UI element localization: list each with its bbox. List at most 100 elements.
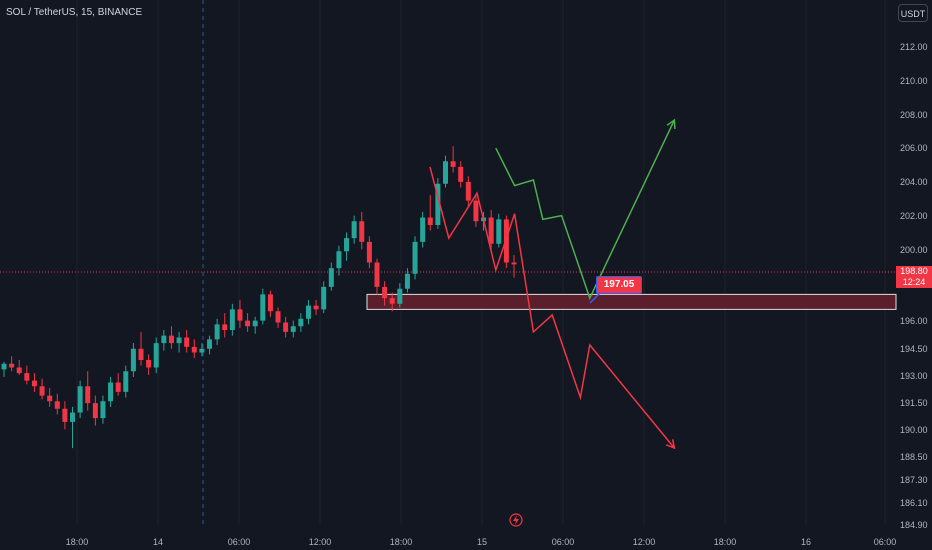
callout-pointer <box>589 292 601 304</box>
candle-body <box>161 335 167 344</box>
bearish-projection-arrow[interactable] <box>429 166 675 449</box>
y-tick: 208.00 <box>900 110 928 120</box>
x-tick: 16 <box>800 537 812 547</box>
candle-body <box>176 337 182 344</box>
bar-countdown: 12:24 <box>902 277 926 287</box>
candle-body <box>77 386 83 413</box>
candle-body <box>397 288 403 304</box>
candle-body <box>283 322 289 332</box>
support-zone[interactable] <box>366 293 897 310</box>
candle-body <box>184 337 190 347</box>
candle-body <box>435 183 441 225</box>
candle-body <box>374 262 380 287</box>
replay-icon[interactable] <box>509 513 523 527</box>
bearish-arrowhead <box>665 439 676 450</box>
candle-body <box>458 166 464 182</box>
candle-body <box>138 348 144 360</box>
candles <box>1 146 517 449</box>
candle-body <box>267 294 273 312</box>
candle-body <box>9 363 15 368</box>
candle-body <box>24 373 30 381</box>
candle-body <box>290 326 296 332</box>
candle-body <box>92 403 98 419</box>
candle-body <box>427 217 433 225</box>
x-tick: 06:00 <box>227 537 251 547</box>
candle-body <box>412 241 418 274</box>
candle-body <box>511 262 517 265</box>
candle-body <box>229 309 235 330</box>
candle-body <box>328 268 334 287</box>
candle-body <box>389 298 395 304</box>
y-tick: 194.50 <box>900 344 928 354</box>
candle-body <box>146 360 152 368</box>
candle-body <box>298 318 304 327</box>
candle-body <box>382 286 388 299</box>
symbol-title[interactable]: SOL / TetherUS, 15, BINANCE <box>6 7 143 18</box>
candle-body <box>31 380 37 387</box>
candle-body <box>108 382 114 402</box>
bullish-projection-arrow[interactable] <box>495 119 676 301</box>
x-tick: 12:00 <box>632 537 656 547</box>
y-tick: 187.30 <box>900 475 928 485</box>
candle-body <box>305 305 311 319</box>
candle-body <box>16 367 22 374</box>
price-callout[interactable]: 197.05 <box>596 276 642 294</box>
y-tick: 204.00 <box>900 177 928 187</box>
candle-body <box>450 161 456 167</box>
candle-body <box>366 241 372 263</box>
last-price-value: 198.80 <box>900 266 928 276</box>
candle-body <box>39 386 45 396</box>
y-tick: 202.00 <box>900 211 928 221</box>
y-tick: 188.50 <box>900 452 928 462</box>
x-tick: 14 <box>152 537 164 547</box>
candle-body <box>496 219 502 244</box>
candle-body <box>344 238 350 252</box>
x-tick: 06:00 <box>551 537 575 547</box>
candle-body <box>207 339 213 349</box>
candle-body <box>473 200 479 222</box>
y-tick: 210.00 <box>900 76 928 86</box>
candle-body <box>85 386 91 404</box>
candle-body <box>252 320 258 327</box>
x-tick: 18:00 <box>65 537 89 547</box>
candle-body <box>168 335 174 344</box>
candle-body <box>313 305 319 310</box>
y-tick: 186.10 <box>900 498 928 508</box>
x-tick: 12:00 <box>308 537 332 547</box>
candle-body <box>222 324 228 330</box>
candle-body <box>123 371 129 392</box>
y-tick: 184.90 <box>900 520 928 530</box>
candle-body <box>404 273 410 289</box>
candle-body <box>420 217 426 242</box>
currency-unit-button[interactable]: USDT <box>898 4 928 22</box>
candle-body <box>62 408 68 422</box>
bullish-arrowhead <box>666 118 676 130</box>
candle-body <box>442 161 448 184</box>
candle-body <box>70 412 76 422</box>
candle-body <box>275 311 281 323</box>
candle-body <box>191 346 197 353</box>
last-price-tag: 198.80 12:24 <box>896 266 932 288</box>
candle-body <box>321 286 327 310</box>
candle-body <box>153 343 159 368</box>
x-tick: 15 <box>476 537 488 547</box>
candle-body <box>359 221 365 242</box>
y-tick: 193.00 <box>900 371 928 381</box>
candle-body <box>214 324 220 340</box>
candle-body <box>1 363 7 370</box>
x-tick: 18:00 <box>713 537 737 547</box>
y-tick: 190.00 <box>900 425 928 435</box>
candle-body <box>54 401 60 409</box>
candle-body <box>260 294 266 321</box>
candle-body <box>47 395 53 402</box>
candle-body <box>237 309 243 321</box>
candle-body <box>351 221 357 239</box>
candle-body <box>488 217 494 244</box>
y-tick: 196.00 <box>900 316 928 326</box>
candle-body <box>465 181 471 201</box>
candle-body <box>100 401 106 419</box>
y-tick: 206.00 <box>900 143 928 153</box>
y-tick: 191.50 <box>900 398 928 408</box>
candle-body <box>245 320 251 327</box>
